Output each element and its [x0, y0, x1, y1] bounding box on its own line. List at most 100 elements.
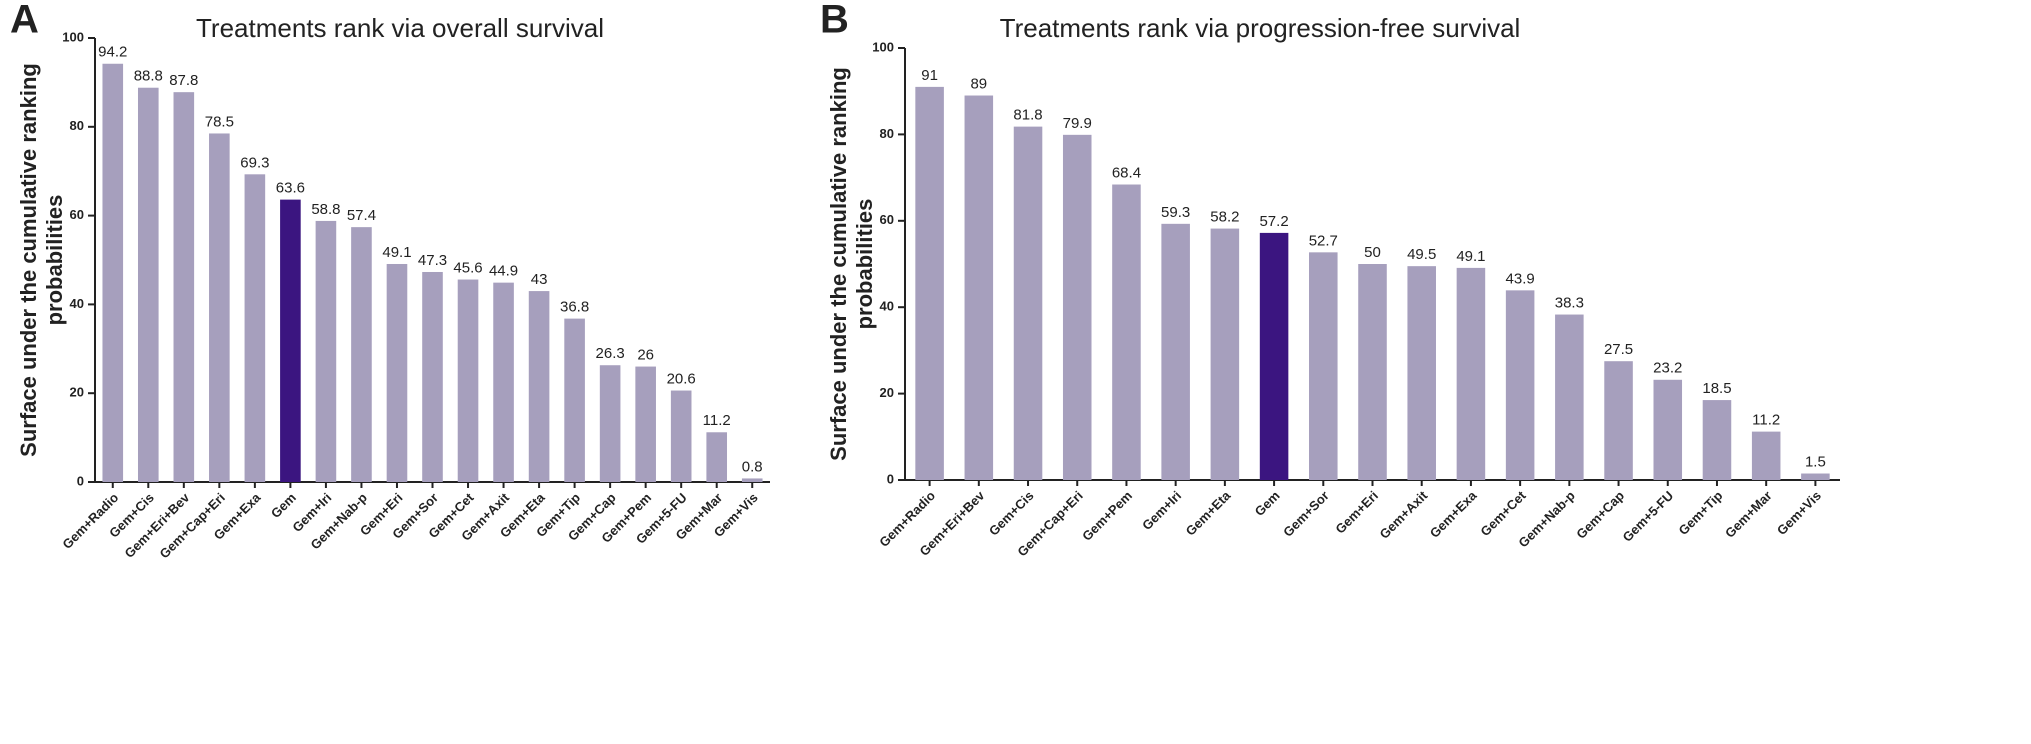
value-label: 79.9	[1063, 115, 1092, 132]
panel-label: B	[820, 0, 849, 42]
bar	[1555, 314, 1584, 480]
value-label: 57.4	[347, 207, 376, 224]
bar	[635, 366, 656, 482]
x-tick-label: Gem+Vis	[1774, 488, 1824, 538]
value-label: 26.3	[596, 345, 625, 362]
bar	[102, 63, 124, 482]
y-axis-label: probabilities	[42, 195, 67, 326]
bar	[964, 95, 994, 481]
value-label: 69.3	[240, 154, 269, 171]
bar	[1358, 264, 1387, 480]
chart-title: Treatments rank via progression-free sur…	[1000, 13, 1521, 43]
bar	[915, 86, 944, 480]
value-label: 59.3	[1161, 204, 1190, 221]
value-label: 58.8	[311, 201, 340, 218]
value-label: 43.9	[1506, 270, 1535, 287]
value-label: 58.2	[1210, 209, 1239, 226]
x-tick-label: Gem+Radio	[59, 490, 121, 552]
value-label: 45.6	[453, 260, 482, 277]
bar	[315, 220, 337, 483]
panel-label: A	[10, 0, 39, 42]
value-label: 44.9	[489, 263, 518, 280]
bar	[351, 227, 372, 482]
bar	[670, 390, 692, 482]
value-label: 38.3	[1555, 295, 1584, 312]
y-axis-label: probabilities	[852, 199, 877, 330]
bar	[209, 133, 230, 482]
value-label: 23.2	[1653, 360, 1682, 377]
x-tick-label: Gem+Axit	[1376, 487, 1430, 541]
y-tick-label: 0	[887, 471, 894, 486]
value-label: 49.1	[382, 244, 411, 261]
value-label: 88.8	[134, 68, 163, 85]
bar	[1259, 232, 1289, 480]
bar	[280, 199, 301, 482]
value-label: 26	[637, 347, 654, 364]
y-tick-label: 100	[62, 29, 84, 44]
value-label: 47.3	[418, 252, 447, 269]
value-label: 11.2	[703, 412, 731, 429]
value-label: 1.5	[1805, 453, 1826, 470]
y-tick-label: 100	[872, 39, 894, 54]
value-label: 68.4	[1112, 164, 1141, 181]
bar	[1702, 400, 1732, 480]
x-tick-label: Gem+Exa	[1427, 487, 1480, 540]
bar	[1161, 223, 1190, 480]
bar	[1013, 126, 1043, 481]
value-label: 91	[921, 67, 938, 84]
x-tick-label: Gem+5-FU	[1619, 488, 1676, 545]
bar	[1210, 228, 1240, 480]
x-tick-label: Gem+Sor	[1280, 488, 1332, 540]
x-tick-label: Gem+Cis	[986, 488, 1037, 539]
value-label: 49.5	[1407, 246, 1436, 263]
bar	[1309, 252, 1338, 480]
x-tick-label: Gem+Cet	[1477, 487, 1529, 539]
x-tick-label: Gem+Mar	[1722, 488, 1775, 541]
bar	[1653, 379, 1683, 480]
value-label: 87.8	[169, 72, 198, 89]
bar	[1456, 267, 1486, 480]
bar	[1751, 431, 1781, 480]
y-tick-label: 60	[70, 207, 84, 222]
x-tick-label: Gem+Tip	[1675, 488, 1725, 538]
bar	[528, 291, 550, 482]
x-tick-label: Gem+Pem	[1079, 488, 1135, 544]
y-tick-label: 20	[70, 385, 84, 400]
value-label: 20.6	[667, 371, 696, 388]
bar	[457, 279, 479, 482]
value-label: 78.5	[205, 113, 234, 130]
y-axis-label: Surface under the cumulative ranking	[16, 63, 41, 457]
value-label: 49.1	[1456, 248, 1485, 265]
value-label: 43	[531, 271, 548, 288]
bar	[741, 478, 763, 482]
value-label: 63.6	[276, 180, 305, 197]
bar	[1062, 134, 1092, 480]
x-tick-label: Gem+Eri	[1332, 488, 1381, 537]
bar	[422, 271, 443, 482]
bar	[244, 174, 266, 483]
chart-title: Treatments rank via overall survival	[196, 13, 604, 43]
bar	[386, 263, 408, 482]
value-label: 52.7	[1309, 232, 1338, 249]
value-label: 57.2	[1259, 213, 1288, 230]
y-axis-label: Surface under the cumulative ranking	[826, 67, 851, 461]
bar	[1505, 290, 1535, 480]
x-tick-label: Gem	[268, 490, 299, 521]
value-label: 50	[1364, 244, 1381, 261]
value-label: 27.5	[1604, 341, 1633, 358]
bar	[1112, 184, 1141, 480]
y-tick-label: 40	[70, 296, 84, 311]
x-tick-label: Gem+Eta	[1183, 487, 1234, 538]
bar	[137, 87, 159, 482]
value-label: 11.2	[1752, 412, 1780, 429]
value-label: 89	[970, 75, 987, 92]
x-tick-label: Gem	[1252, 488, 1283, 519]
bar	[1407, 266, 1436, 480]
value-label: 36.8	[560, 299, 589, 316]
y-tick-label: 80	[70, 118, 84, 133]
bar	[1604, 361, 1633, 480]
x-tick-label: Gem+Iri	[1139, 488, 1184, 533]
bar	[493, 282, 514, 482]
y-tick-label: 80	[880, 126, 894, 141]
